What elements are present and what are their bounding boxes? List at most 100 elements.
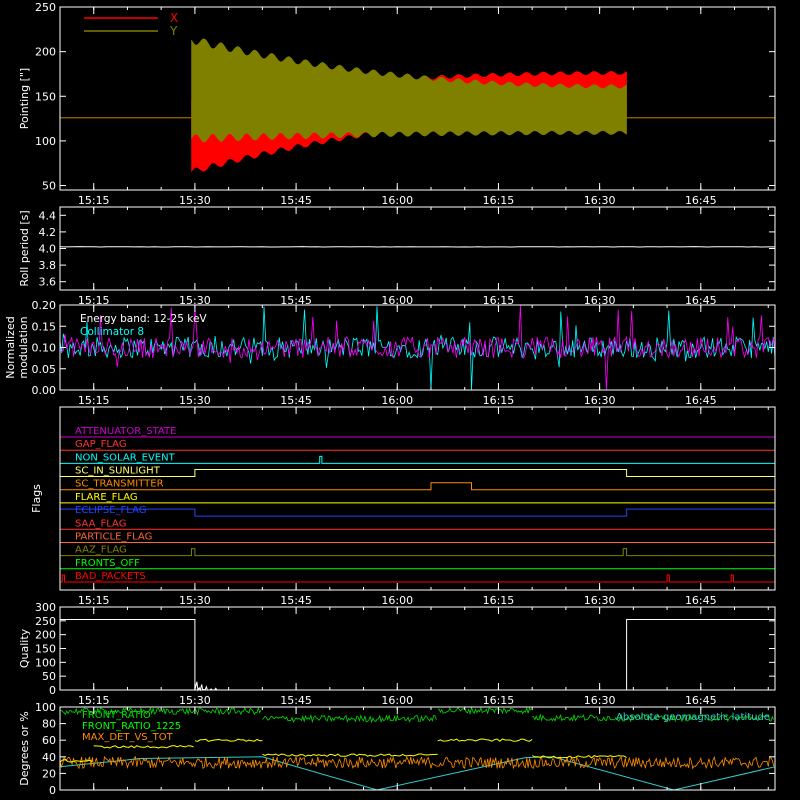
quality-line [60, 619, 775, 692]
modulation-energy-band-label: Energy band: 12-25 keV [80, 313, 207, 325]
x-tick-label: 15:45 [280, 294, 312, 307]
y-tick-label: 0.00 [32, 384, 57, 397]
front-ratio-segment [532, 713, 775, 723]
flag-row: SAA_FLAG [60, 518, 775, 530]
flag-label: GAP_FLAG [75, 439, 127, 450]
y-tick-label: 0.05 [32, 363, 57, 376]
y-tick-label: 20 [42, 767, 56, 780]
front-ratio-segment [262, 713, 437, 724]
x-tick-label: 15:15 [78, 594, 110, 607]
yellow-ratio-segment [531, 755, 627, 759]
pointing-envelope-y [191, 38, 627, 143]
pointing-frame [59, 6, 776, 191]
modulation-collimator-label: Collimator 8 [80, 326, 144, 338]
flag-label: AAZ_FLAG [75, 545, 127, 556]
x-tick-label: 16:15 [483, 194, 515, 207]
x-tick-label: 16:30 [584, 294, 616, 307]
roll-x-ticks: 15:15 15:30 15:45 16:00 16:15 16:30 16:45 [59, 207, 769, 307]
flag-row: FLARE_FLAG [60, 492, 775, 504]
x-tick-label: 16:45 [685, 694, 717, 707]
geomagnetic-latitude-line [59, 756, 776, 791]
y-tick-label: 200 [35, 629, 56, 642]
y-tick-label: 0.15 [32, 320, 57, 333]
pointing-panel: XY [60, 11, 775, 173]
pointing-legend: XY [84, 11, 178, 38]
roll-y-label: Roll period [s] [18, 210, 31, 286]
y-tick-label: 150 [35, 90, 56, 103]
yellow-ratio-segment [59, 759, 93, 763]
flag-line [59, 508, 776, 517]
x-tick-label: 15:45 [280, 594, 312, 607]
y-tick-label: 60 [42, 734, 56, 747]
y-tick-label: 100 [35, 135, 56, 148]
x-tick-label: 16:00 [381, 694, 413, 707]
pointing-y-ticks: 50 100 150 200 250 [35, 1, 775, 193]
geomagnetic-latitude-label: Absolute geomagnetic latitude [616, 712, 770, 723]
y-tick-label: 250 [35, 1, 56, 14]
ratio-legend-label: MAX_DET_VS_TOT [82, 732, 174, 743]
y-tick-label: 100 [35, 656, 56, 669]
y-tick-label: 80 [42, 718, 56, 731]
yellow-ratio-segment [262, 753, 438, 757]
flag-line [60, 482, 775, 491]
x-tick-label: 15:15 [78, 194, 110, 207]
pointing-series-y [60, 38, 775, 143]
y-tick-label: 40 [42, 751, 56, 764]
x-tick-label: 15:15 [78, 294, 110, 307]
flags-y-label: Flags [30, 484, 43, 513]
x-tick-label: 15:30 [179, 594, 211, 607]
max-det-vs-tot-line [59, 755, 775, 770]
flag-label: ECLIPSE_FLAG [75, 505, 146, 516]
ratio-legend-label: FRONT_RATIO [82, 710, 151, 721]
modulation-y-ticks: 0.00 0.05 0.10 0.15 0.20 [32, 299, 775, 397]
ratio-legend-label: FRONT_RATIO_1225 [82, 721, 181, 732]
x-tick-label: 16:30 [584, 194, 616, 207]
x-tick-label: 15:45 [280, 694, 312, 707]
legend-label-y: Y [169, 24, 178, 38]
quality-y-label: Quality [18, 628, 31, 668]
flag-label: SC_TRANSMITTER [75, 479, 164, 490]
flag-row: AAZ_FLAG [60, 545, 775, 557]
y-tick-label: 0.10 [32, 342, 57, 355]
flag-line [60, 455, 775, 464]
flag-label: FLARE_FLAG [75, 492, 138, 503]
flag-label: FRONTS_OFF [75, 558, 140, 569]
flag-label: BAD_PACKETS [75, 571, 146, 582]
y-tick-label: 300 [35, 601, 56, 614]
modulation-series-1 [59, 305, 776, 391]
yellow-ratio-segment [93, 745, 194, 749]
flag-line [60, 574, 775, 583]
x-tick-label: 16:15 [483, 394, 515, 407]
y-tick-label: 0 [49, 784, 56, 797]
modulation-y-label-line1: Normalized [4, 316, 17, 378]
x-tick-label: 16:45 [685, 294, 717, 307]
y-tick-label: 3.8 [39, 259, 57, 272]
x-tick-label: 16:45 [685, 594, 717, 607]
x-tick-label: 15:45 [280, 394, 312, 407]
roll-y-ticks: 3.6 3.8 4.0 4.2 4.4 [39, 209, 775, 289]
y-tick-label: 4.2 [39, 226, 57, 239]
flag-row: SC_TRANSMITTER [60, 479, 775, 491]
ratio-y-label: Degrees or % [18, 711, 31, 785]
x-tick-label: 16:00 [381, 194, 413, 207]
ratio-y-ticks: 0 20 40 60 80 100 [35, 701, 775, 797]
x-tick-label: 15:30 [179, 394, 211, 407]
x-tick-label: 16:30 [584, 394, 616, 407]
quality-panel [60, 619, 775, 692]
x-tick-label: 16:45 [685, 194, 717, 207]
x-tick-label: 16:45 [685, 394, 717, 407]
x-tick-label: 15:30 [179, 694, 211, 707]
y-tick-label: 150 [35, 643, 56, 656]
ratio-panel: FRONT_RATIOFRONT_RATIO_1225MAX_DET_VS_TO… [59, 705, 776, 791]
pointing-x-ticks: 15:15 15:30 15:45 16:00 16:15 16:30 16:45 [59, 7, 769, 207]
flag-line [60, 469, 775, 477]
flag-row: ECLIPSE_FLAG [59, 505, 776, 517]
flag-label: SC_IN_SUNLIGHT [75, 466, 161, 477]
x-tick-label: 16:15 [483, 594, 515, 607]
x-tick-label: 16:00 [381, 594, 413, 607]
flag-row: FRONTS_OFF [60, 558, 775, 570]
roll-frame [59, 206, 776, 291]
